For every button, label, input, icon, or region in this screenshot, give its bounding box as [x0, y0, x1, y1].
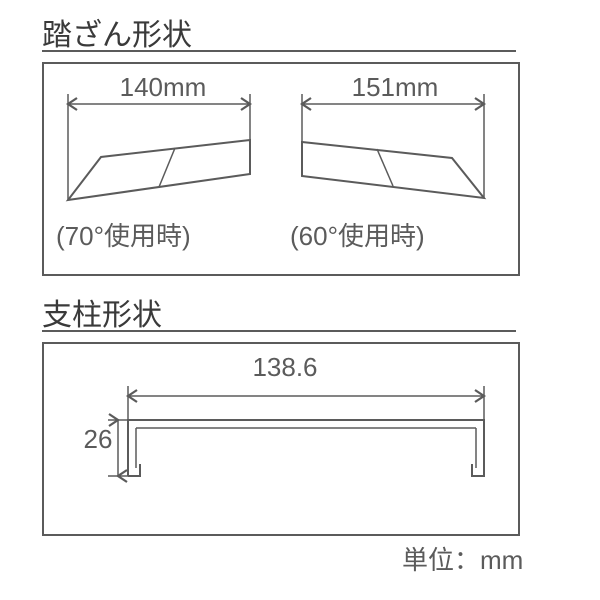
- step-shape-svg: [0, 0, 600, 300]
- caption-step-b: (60°使用時): [290, 216, 425, 253]
- caption-step-a: (70°使用時): [56, 216, 191, 253]
- dim-label-step-b: 151mm: [340, 72, 450, 103]
- unit-note: 単位：mm: [402, 540, 523, 577]
- dim-label-step-a: 140mm: [108, 72, 218, 103]
- canvas: 踏ざん形状 140mm 151mm (70°使用時) (60°使用時) 支柱形状: [0, 0, 600, 600]
- dim-label-post-width: 138.6: [240, 352, 330, 383]
- dim-label-post-height: 26: [78, 424, 118, 455]
